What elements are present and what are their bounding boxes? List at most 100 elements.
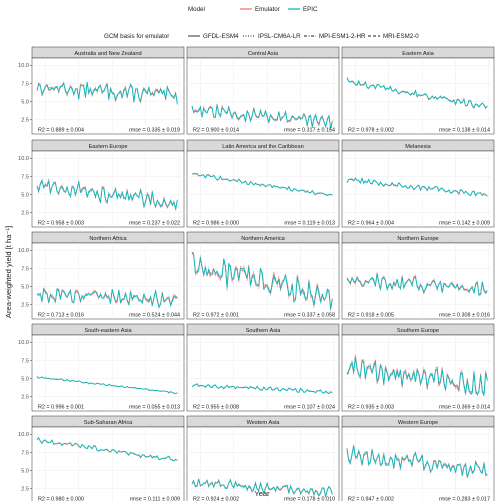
facet-title: Southern Asia [246,328,282,334]
facet-panel: South-eastern Asia R2 = 0.996 ± 0.001 rmse… [18,323,185,412]
epic-series-line [346,77,488,109]
y-tick-label: 10.0 [18,432,29,438]
plot-background [341,426,495,501]
facet-panel: Western Europe R2 = 0.947 ± 0.002 rmse = 0… [341,415,495,501]
facet-panel: Northern Europe R2 = 0.918 ± 0.005 rmse = … [341,231,495,320]
r2-stat: R2 = 0.964 ± 0.004 [348,221,394,227]
epic-series-line [346,273,488,297]
facet-title: Western Europe [398,420,438,426]
plot-background [341,150,495,228]
plot-background [31,426,185,501]
epic-series-line [36,376,178,395]
emulator-legend-label: Emulator [255,6,280,13]
epic-series-line [36,81,178,104]
facet-panel: Northern Africa R2 = 0.713 ± 0.016 rmse = … [18,231,185,320]
facet-title: Central Asia [248,51,279,57]
ipsl-legend-label: IPSL-CM6A-LR [258,33,301,40]
facet-panel: Sub-Saharan Africa R2 = 0.980 ± 0.000 rmse… [18,415,185,501]
facet-panel: Australia and New Zealand R2 = 0.889 ± 0.… [18,46,185,135]
emulator-series-line [346,447,488,479]
facet-panel: Melanesia R2 = 0.964 ± 0.004 rmse = 0.142 … [341,139,495,228]
rmse-stat: rmse = 0.369 ± 0.014 [439,405,490,411]
epic-series-line [191,252,333,309]
epic-legend-label: EPIC [303,6,318,13]
rmse-stat: rmse = 0.119 ± 0.013 [284,221,335,227]
y-tick-label: 5.0 [21,284,29,290]
y-tick-label: 2.5 [21,303,29,309]
plot-background [186,57,340,135]
gcm-legend-title: GCM basis for emulator [104,33,169,40]
rmse-stat: rmse = 0.142 ± 0.009 [439,221,490,227]
facet-title: Eastern Europe [89,144,128,150]
rmse-stat: rmse = 0.111 ± 0.009 [130,497,180,501]
rmse-stat: rmse = 0.317 ± 0.154 [284,128,335,134]
rmse-stat: rmse = 0.055 ± 0.013 [129,405,180,411]
r2-stat: R2 = 0.713 ± 0.016 [38,313,84,319]
facet-title: Australia and New Zealand [74,51,141,57]
rmse-stat: rmse = 0.138 ± 0.014 [439,128,490,134]
epic-series-line [191,173,333,196]
plot-background [31,57,185,135]
facet-title: Western Asia [247,420,281,426]
plot-background [31,242,185,320]
facet-panel: Northern America R2 = 0.972 ± 0.001 rmse =… [186,231,340,320]
emulator-series-line [346,177,488,197]
r2-stat: R2 = 0.947 ± 0.002 [348,497,394,501]
emulator-series-line [346,356,488,397]
emulator-series-line [191,104,333,131]
y-tick-label: 7.5 [21,174,29,180]
facet-title: Melanesia [405,144,431,150]
rmse-stat: rmse = 0.337 ± 0.058 [284,313,335,319]
r2-stat: R2 = 0.978 ± 0.002 [348,128,394,134]
epic-series-line [36,179,178,210]
facet-panel: Southern Asia R2 = 0.955 ± 0.008 rmse = 0.… [186,323,340,412]
mri-legend-label: MRI-ESM2-0 [383,33,419,40]
facet-panel: Southern Europe R2 = 0.935 ± 0.003 rmse = … [341,323,495,412]
y-tick-label: 2.5 [21,118,29,124]
facet-title: South-eastern Asia [84,328,132,334]
facet-title: Northern Africa [89,236,127,242]
y-tick-label: 5.0 [21,99,29,105]
epic-series-line [346,177,488,197]
facet-title: Southern Europe [397,328,439,334]
gfdl-legend-label: GFDL-ESM4 [203,33,239,40]
epic-series-line [346,445,488,478]
epic-series-line [36,287,178,309]
facet-panel: Western Asia R2 = 0.924 ± 0.002 rmse = 0.1… [186,415,340,501]
gcm-legend: GCM basis for emulator GFDL-ESM4 IPSL-CM… [104,33,419,40]
y-tick-label: 7.5 [21,358,29,364]
epic-series-line [36,437,178,462]
mpi-legend-label: MPI-ESM1-2-HR [319,33,366,40]
y-tick-label: 2.5 [21,211,29,217]
plot-background [186,150,340,228]
y-tick-label: 10.0 [18,63,29,69]
rmse-stat: rmse = 0.283 ± 0.017 [439,497,490,501]
r2-stat: R2 = 0.972 ± 0.001 [193,313,239,319]
facet-panels: Australia and New Zealand R2 = 0.889 ± 0.… [18,46,495,501]
r2-stat: R2 = 0.924 ± 0.002 [193,497,239,501]
y-tick-label: 10.0 [18,340,29,346]
r2-stat: R2 = 0.958 ± 0.003 [38,221,84,227]
epic-series-line [191,478,333,498]
rmse-stat: rmse = 0.237 ± 0.022 [129,221,180,227]
epic-series-line [191,383,333,395]
r2-stat: R2 = 0.918 ± 0.005 [348,313,394,319]
y-tick-label: 7.5 [21,266,29,272]
rmse-stat: rmse = 0.308 ± 0.016 [439,313,490,319]
y-tick-label: 5.0 [21,192,29,198]
r2-stat: R2 = 0.889 ± 0.004 [38,128,84,134]
y-tick-label: 5.0 [21,376,29,382]
plot-background [341,242,495,320]
y-tick-label: 7.5 [21,450,29,456]
epic-series-line [346,356,488,396]
rmse-stat: rmse = 0.524 ± 0.044 [129,313,180,319]
plot-background [31,150,185,228]
facet-title: Sub-Saharan Africa [84,420,133,426]
rmse-stat: rmse = 0.335 ± 0.019 [129,128,180,134]
r2-stat: R2 = 0.900 ± 0.014 [193,128,239,134]
r2-stat: R2 = 0.996 ± 0.001 [38,405,84,411]
y-tick-label: 2.5 [21,395,29,401]
plot-background [31,334,185,412]
facet-panel: Eastern Europe R2 = 0.958 ± 0.003 rmse = 0… [18,139,185,228]
facet-panel: Central Asia R2 = 0.900 ± 0.014 rmse = 0.3… [186,46,340,135]
